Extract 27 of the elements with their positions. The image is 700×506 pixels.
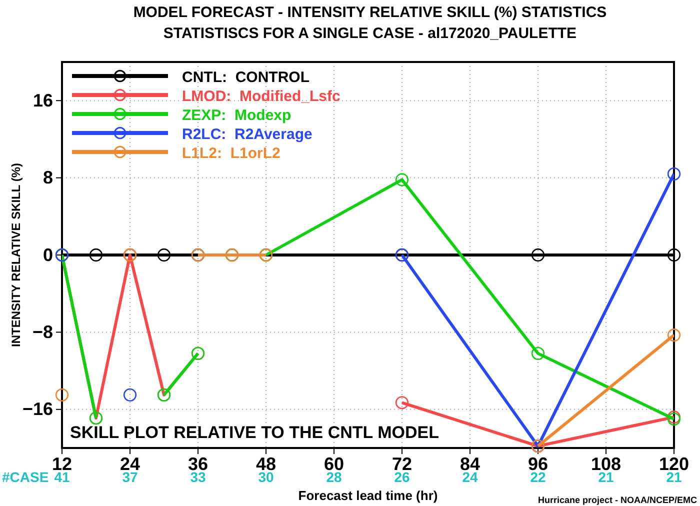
text: 30 bbox=[258, 469, 274, 485]
text: 24 bbox=[462, 469, 478, 485]
x-axis-title: Forecast lead time (hr) bbox=[298, 488, 438, 503]
text: 37 bbox=[122, 469, 138, 485]
text: 22 bbox=[530, 469, 546, 485]
y-axis-title: INTENSITY RELATIVE SKILL (%) bbox=[9, 162, 23, 348]
text: L1L2: L1orL2 bbox=[182, 145, 280, 162]
text: ZEXP: Modexp bbox=[182, 107, 292, 124]
y-tick-label: −8 bbox=[32, 322, 53, 342]
text: LMOD: Modified_Lsfc bbox=[182, 88, 340, 105]
text: 33 bbox=[190, 469, 206, 485]
text: R2LC: R2Average bbox=[182, 126, 312, 143]
y-tick-label: 8 bbox=[42, 168, 53, 188]
y-tick-label: −16 bbox=[22, 399, 53, 420]
text: 41 bbox=[54, 469, 70, 485]
text: 21 bbox=[598, 469, 614, 485]
text: CNTL: CONTROL bbox=[182, 69, 310, 86]
text: Hurricane project - NOAA/NCEP/EMC bbox=[538, 495, 698, 505]
text: 21 bbox=[666, 469, 682, 485]
text: 26 bbox=[394, 469, 410, 485]
y-tick-label: 16 bbox=[32, 90, 53, 110]
chart-subtitle: STATISTISCS FOR A SINGLE CASE - al172020_PAULETTE bbox=[163, 25, 577, 42]
text: #CASE bbox=[2, 469, 49, 485]
text: 28 bbox=[326, 469, 342, 485]
annotation: SKILL PLOT RELATIVE TO THE CNTL MODEL bbox=[70, 423, 439, 442]
y-tick-label: 0 bbox=[42, 244, 53, 265]
chart-title: MODEL FORECAST - INTENSITY RELATIVE SKILL (%) STATISTICS bbox=[133, 4, 607, 21]
